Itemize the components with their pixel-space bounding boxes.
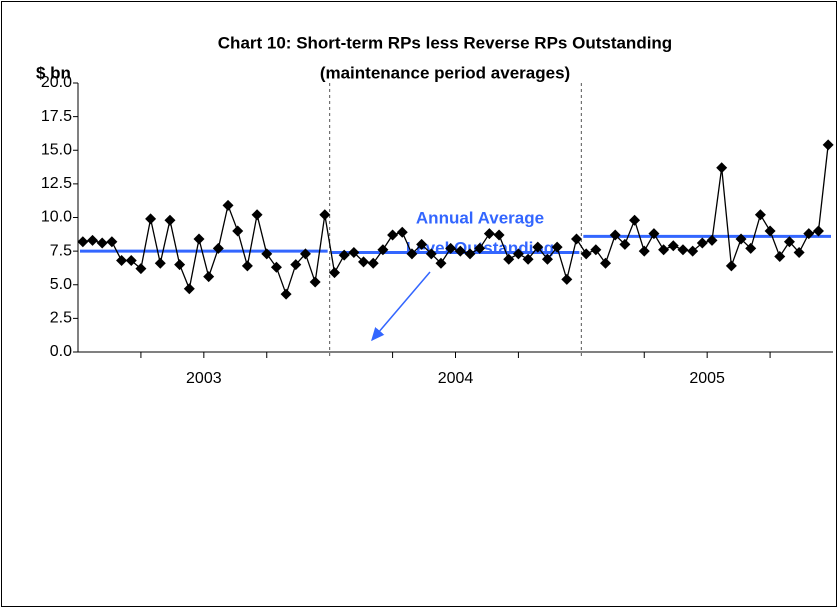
y-tick-label: 17.5 (41, 108, 72, 125)
data-point (106, 236, 118, 248)
y-tick-label: 7.5 (50, 242, 72, 259)
data-point (183, 283, 195, 295)
data-point (358, 256, 370, 268)
x-tick-label: 2005 (689, 370, 725, 387)
data-point (425, 248, 437, 260)
data-point (87, 234, 99, 246)
y-tick-label: 0.0 (50, 343, 72, 360)
data-point (96, 237, 108, 249)
data-point (193, 233, 205, 245)
data-point (203, 271, 215, 283)
x-tick-label: 2003 (186, 370, 222, 387)
chart-title: Chart 10: Short-term RPs less Reverse RP… (218, 33, 672, 52)
annotation: Annual Average (416, 208, 544, 227)
data-point (493, 229, 505, 241)
data-point (812, 225, 824, 237)
y-tick-label: 15.0 (41, 141, 72, 158)
data-point (687, 245, 699, 257)
data-point (696, 237, 708, 249)
data-point (764, 225, 776, 237)
data-point (241, 260, 253, 272)
data-point (329, 267, 341, 279)
y-axis-label: $ bn (36, 63, 71, 82)
data-point (638, 245, 650, 257)
data-point (154, 257, 166, 269)
data-point (570, 233, 582, 245)
data-point (512, 248, 524, 260)
data-point (532, 241, 544, 253)
data-point (135, 263, 147, 275)
data-point (145, 213, 157, 225)
y-tick-label: 20.0 (41, 74, 72, 91)
data-point (464, 248, 476, 260)
data-point (164, 214, 176, 226)
data-point (77, 236, 89, 248)
data-point (222, 199, 234, 211)
data-point (454, 245, 466, 257)
data-point (754, 209, 766, 221)
data-point (280, 288, 292, 300)
data-point (387, 229, 399, 241)
y-tick-label: 5.0 (50, 276, 72, 293)
data-point (232, 225, 244, 237)
data-point (445, 242, 457, 254)
data-point (377, 244, 389, 256)
data-point (706, 234, 718, 246)
data-point (483, 228, 495, 240)
y-tick-label: 2.5 (50, 310, 72, 327)
data-point (348, 246, 360, 258)
data-point (290, 259, 302, 271)
data-point (541, 253, 553, 265)
data-point (338, 249, 350, 261)
data-point (251, 209, 263, 221)
data-point (367, 257, 379, 269)
data-point (629, 214, 641, 226)
chart-subtitle: (maintenance period averages) (320, 63, 570, 82)
y-tick-label: 12.5 (41, 175, 72, 192)
data-point (174, 259, 186, 271)
data-point (561, 273, 573, 285)
data-point (319, 209, 331, 221)
data-point (580, 248, 592, 260)
data-point (725, 260, 737, 272)
data-point (648, 228, 660, 240)
data-point (822, 139, 834, 151)
data-point (416, 238, 428, 250)
x-tick-label: 2004 (438, 370, 474, 387)
data-point (435, 257, 447, 269)
data-point (270, 261, 282, 273)
y-tick-label: 10.0 (41, 209, 72, 226)
data-point (309, 276, 321, 288)
data-point (619, 238, 631, 250)
data-point (551, 241, 563, 253)
data-point (125, 255, 137, 267)
data-point (261, 248, 273, 260)
data-point (522, 253, 534, 265)
data-point (503, 253, 515, 265)
data-point (299, 248, 311, 260)
data-point (474, 242, 486, 254)
data-point (116, 255, 128, 267)
data-point (590, 244, 602, 256)
data-point (735, 233, 747, 245)
data-point (716, 162, 728, 174)
annotation-arrow (371, 271, 431, 342)
data-point (745, 242, 757, 254)
data-point (406, 248, 418, 260)
data-point (667, 240, 679, 252)
data-point (600, 257, 612, 269)
data-point (396, 226, 408, 238)
data-point (793, 246, 805, 258)
data-point (774, 251, 786, 263)
data-point (609, 229, 621, 241)
data-point (212, 242, 224, 254)
data-point (783, 236, 795, 248)
data-point (658, 244, 670, 256)
data-point (677, 244, 689, 256)
data-point (803, 228, 815, 240)
